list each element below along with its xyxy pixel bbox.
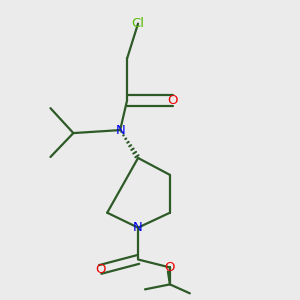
Text: O: O bbox=[165, 261, 175, 274]
Text: N: N bbox=[133, 221, 143, 234]
Text: O: O bbox=[95, 263, 106, 276]
Text: N: N bbox=[115, 124, 125, 136]
Text: Cl: Cl bbox=[132, 17, 145, 30]
Text: O: O bbox=[168, 94, 178, 107]
